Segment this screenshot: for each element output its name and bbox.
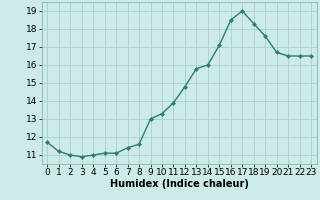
X-axis label: Humidex (Indice chaleur): Humidex (Indice chaleur) [110,179,249,189]
